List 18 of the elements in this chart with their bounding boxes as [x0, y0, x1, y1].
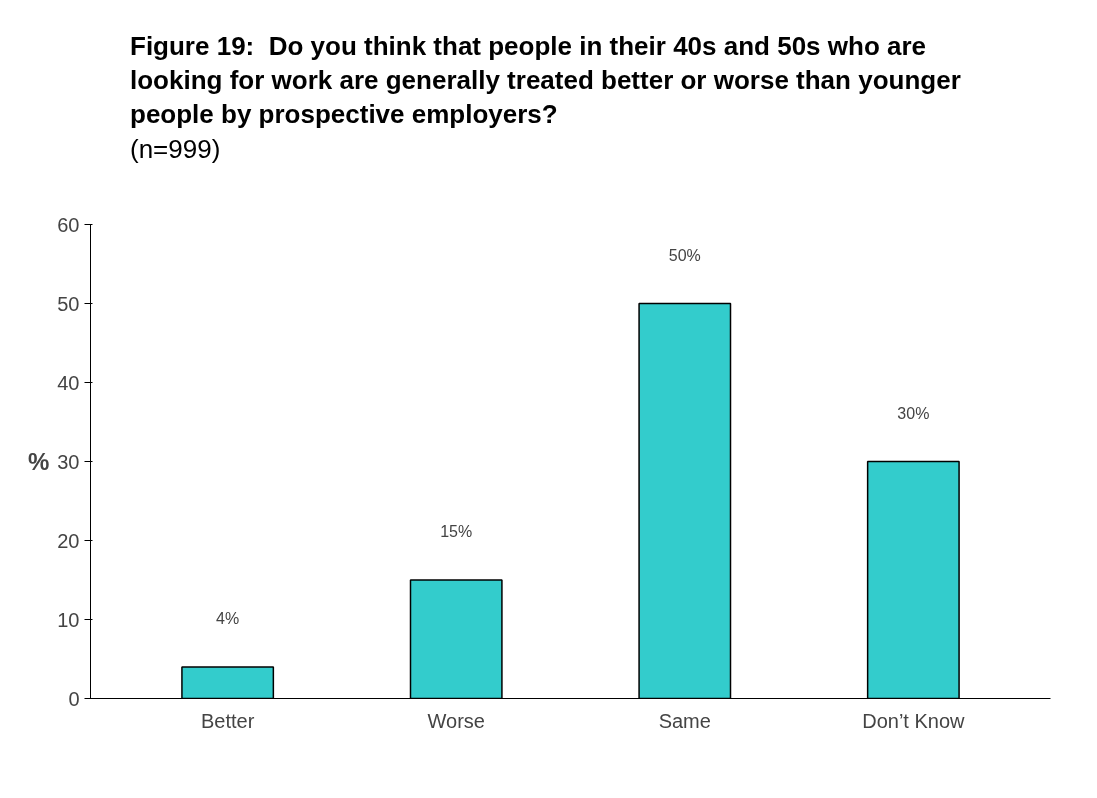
x-tick-label: Better	[200, 709, 255, 732]
data-label: 50%	[668, 246, 701, 264]
y-tick-label: 60	[57, 213, 80, 236]
y-axis-title: %	[27, 447, 50, 475]
chart-title: Figure 19: Do you think that people in their 40s and 50s who are looking for work are generally treated better or worse than younger people by prospective employers?	[130, 30, 962, 131]
data-label: 15%	[440, 522, 473, 540]
y-tick-label: 40	[57, 371, 80, 394]
y-tick-label: 10	[57, 608, 80, 631]
x-tick-label: Don’t Know	[862, 709, 966, 732]
chart-subtitle: (n=999)	[130, 133, 222, 167]
y-tick-label: 30	[57, 450, 80, 473]
data-label: 4%	[216, 609, 240, 627]
data-label: 30%	[897, 404, 930, 422]
y-tick-label: 0	[68, 687, 80, 710]
x-tick-label: Worse	[427, 709, 485, 732]
y-tick-label: 20	[57, 529, 80, 552]
y-tick-label: 50	[57, 292, 80, 315]
x-tick-label: Same	[658, 709, 711, 732]
